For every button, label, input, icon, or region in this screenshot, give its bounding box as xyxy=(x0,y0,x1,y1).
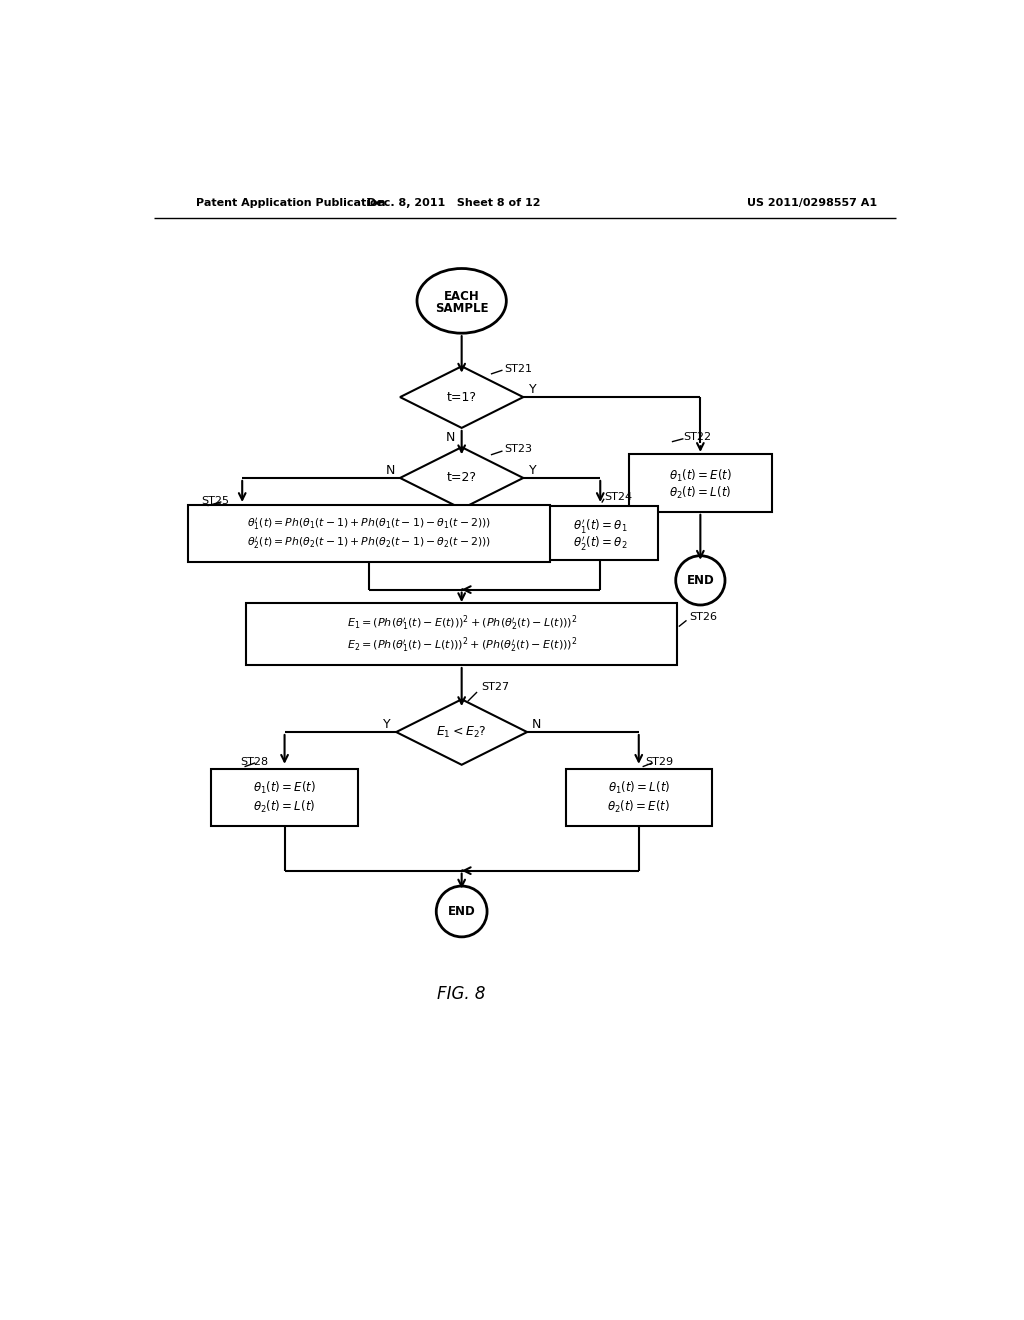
Bar xyxy=(629,454,772,512)
Text: $\theta_1'(t)=Ph(\theta_1(t-1)+Ph(\theta_1(t-1)-\theta_1(t-2)))$: $\theta_1'(t)=Ph(\theta_1(t-1)+Ph(\theta… xyxy=(247,516,492,532)
Bar xyxy=(565,768,712,826)
Polygon shape xyxy=(400,367,523,428)
Text: SAMPLE: SAMPLE xyxy=(435,302,488,315)
Bar xyxy=(188,504,550,562)
Text: Y: Y xyxy=(528,463,537,477)
Text: ST29: ST29 xyxy=(645,758,673,767)
Text: Patent Application Publication: Patent Application Publication xyxy=(196,198,385,209)
Text: ST21: ST21 xyxy=(504,363,532,374)
Text: $\theta_1(t)=E(t)$: $\theta_1(t)=E(t)$ xyxy=(669,467,732,483)
Text: ST25: ST25 xyxy=(202,496,229,506)
Bar xyxy=(211,768,357,826)
Ellipse shape xyxy=(417,268,506,333)
Text: END: END xyxy=(447,906,475,917)
Text: $\theta_2'(t)=\theta_2$: $\theta_2'(t)=\theta_2$ xyxy=(573,533,628,552)
Text: US 2011/0298557 A1: US 2011/0298557 A1 xyxy=(748,198,878,209)
Text: N: N xyxy=(386,463,395,477)
Text: $\theta_1(t)=E(t)$: $\theta_1(t)=E(t)$ xyxy=(253,780,316,796)
Text: t=1?: t=1? xyxy=(446,391,476,404)
Text: $\theta_2(t)=E(t)$: $\theta_2(t)=E(t)$ xyxy=(607,799,671,814)
Text: $\theta_2(t)=L(t)$: $\theta_2(t)=L(t)$ xyxy=(670,484,731,500)
Text: ST28: ST28 xyxy=(240,758,268,767)
Text: ST22: ST22 xyxy=(683,432,712,442)
Text: N: N xyxy=(445,430,455,444)
Text: $E_1=(Ph(\theta_1'(t)-E(t)))^2+(Ph(\theta_2'(t)-L(t)))^2$: $E_1=(Ph(\theta_1'(t)-E(t)))^2+(Ph(\thet… xyxy=(346,614,577,634)
Text: Y: Y xyxy=(528,383,537,396)
Text: $\theta_1(t)=L(t)$: $\theta_1(t)=L(t)$ xyxy=(607,780,670,796)
Bar xyxy=(543,507,658,561)
Text: t=2?: t=2? xyxy=(446,471,476,484)
Text: $E_1<E_2?$: $E_1<E_2?$ xyxy=(436,725,487,739)
Text: Y: Y xyxy=(383,718,391,731)
Bar xyxy=(246,603,677,665)
Text: FIG. 8: FIG. 8 xyxy=(437,985,486,1003)
Text: ST23: ST23 xyxy=(504,445,532,454)
Text: EACH: EACH xyxy=(443,289,479,302)
Text: $\theta_2'(t)=Ph(\theta_2(t-1)+Ph(\theta_2(t-1)-\theta_2(t-2)))$: $\theta_2'(t)=Ph(\theta_2(t-1)+Ph(\theta… xyxy=(247,535,492,550)
Text: Dec. 8, 2011   Sheet 8 of 12: Dec. 8, 2011 Sheet 8 of 12 xyxy=(368,198,541,209)
Text: ST24: ST24 xyxy=(604,492,632,502)
Text: ST26: ST26 xyxy=(689,612,717,622)
Text: ST27: ST27 xyxy=(481,682,509,693)
Polygon shape xyxy=(400,447,523,508)
Text: $\theta_1'(t)=\theta_1$: $\theta_1'(t)=\theta_1$ xyxy=(573,516,628,535)
Text: $\theta_2(t)=L(t)$: $\theta_2(t)=L(t)$ xyxy=(253,799,315,814)
Circle shape xyxy=(436,886,487,937)
Circle shape xyxy=(676,556,725,605)
Text: N: N xyxy=(531,718,541,731)
Polygon shape xyxy=(396,700,527,764)
Text: $E_2=(Ph(\theta_1'(t)-L(t)))^2+(Ph(\theta_2'(t)-E(t)))^2$: $E_2=(Ph(\theta_1'(t)-L(t)))^2+(Ph(\thet… xyxy=(346,635,577,655)
Text: END: END xyxy=(686,574,714,587)
